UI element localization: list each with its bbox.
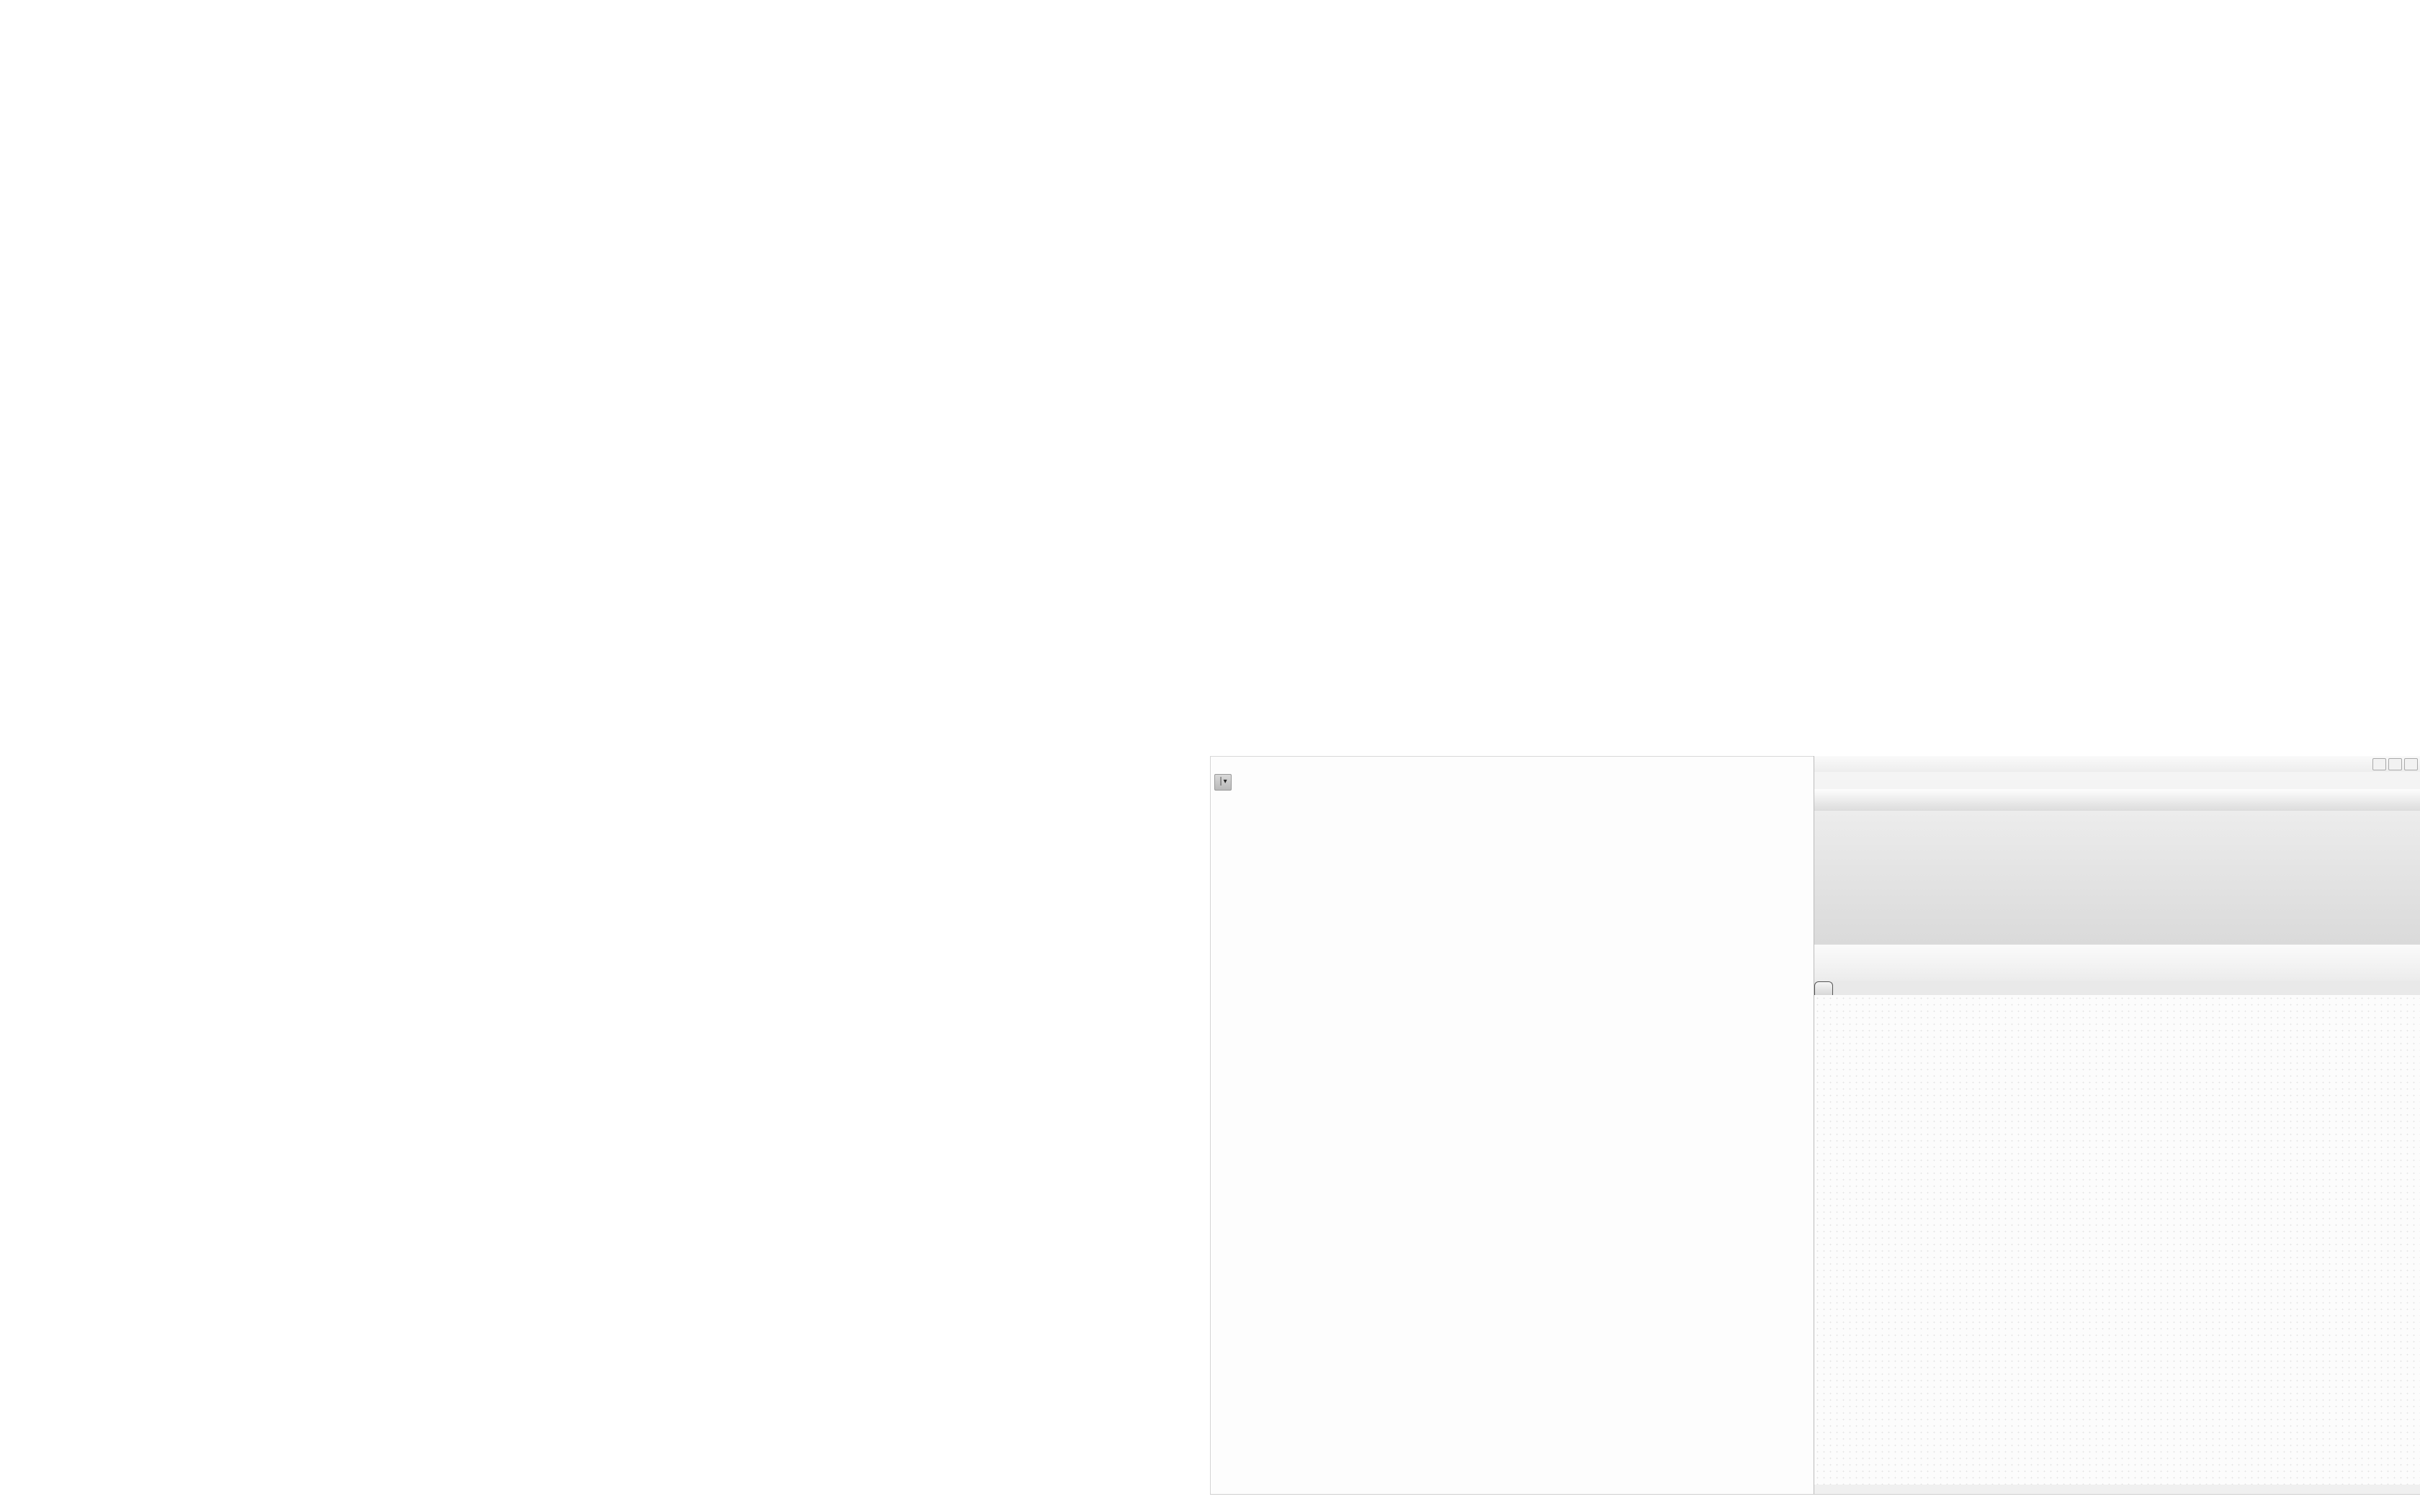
canvas-toolbar [1814, 945, 2420, 981]
viewport-collapse-button[interactable]: │▾ [1214, 774, 1232, 791]
menu-bar [1814, 772, 2420, 789]
screenshot-quadrant: │▾ [1210, 756, 2420, 1512]
document-tab[interactable] [1814, 981, 1833, 996]
quadrant-top-left [0, 0, 1210, 756]
component-palette [1814, 811, 2420, 945]
close-button[interactable] [2404, 758, 2418, 770]
wire-layer [1814, 976, 2420, 1488]
quadrant-bottom-right: │▾ [1210, 756, 2420, 1512]
system-taskbar [1210, 1494, 2420, 1512]
document-tab-strip [1814, 981, 2420, 996]
grasshopper-window [1814, 756, 2420, 1494]
titlebar[interactable] [1814, 756, 2420, 773]
maximize-button[interactable] [2388, 758, 2402, 770]
quadrant-bottom-left [0, 756, 1210, 1512]
rhino-viewport[interactable]: │▾ [1210, 756, 1814, 1495]
gh-canvas[interactable] [1814, 995, 2420, 1485]
polyhedron-render [1211, 757, 1814, 1484]
category-tab-row [1814, 789, 2420, 811]
quadrant-top-right [1210, 0, 2420, 756]
minimize-button[interactable] [2372, 758, 2386, 770]
